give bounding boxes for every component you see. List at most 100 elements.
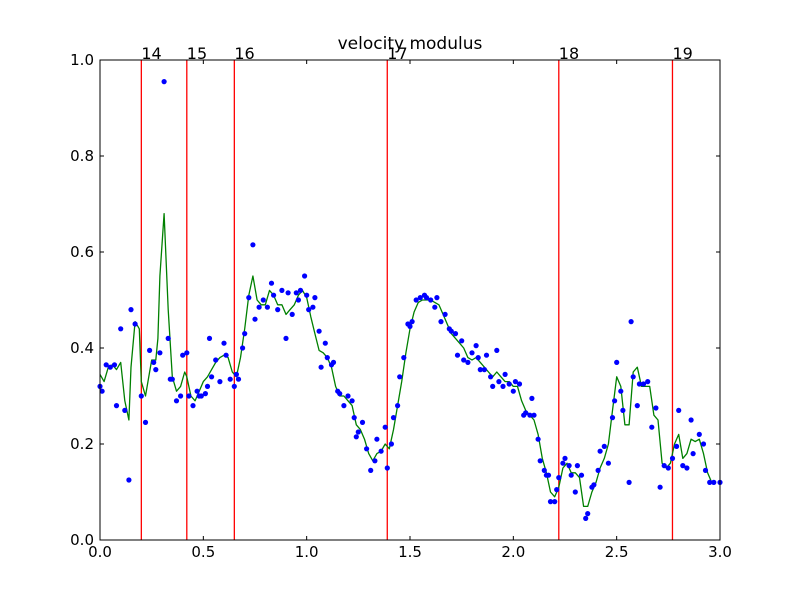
data-point: [397, 374, 403, 380]
data-point: [653, 405, 659, 411]
data-point: [612, 398, 618, 404]
smoothed-line: [99, 212, 716, 508]
marker-label-19: 19: [672, 44, 692, 63]
data-point: [477, 367, 483, 373]
data-point: [562, 455, 568, 461]
y-tick-label: 1.0: [70, 51, 94, 69]
plot-frame: [99, 59, 721, 541]
y-tick-label: 0.0: [70, 531, 94, 549]
data-point: [223, 352, 229, 358]
data-point: [184, 350, 190, 356]
data-point: [378, 448, 384, 454]
data-point: [113, 403, 120, 409]
data-point: [283, 335, 289, 341]
data-point: [151, 359, 157, 365]
data-point: [452, 331, 459, 337]
data-point: [432, 304, 438, 310]
data-point: [506, 381, 512, 387]
data-point: [510, 388, 516, 394]
data-point: [574, 463, 581, 469]
data-point: [345, 393, 351, 399]
data-point: [353, 434, 359, 440]
data-point: [461, 357, 467, 363]
data-point: [702, 467, 709, 473]
data-point: [293, 290, 299, 296]
data-point: [312, 295, 318, 301]
marker-label-16: 16: [234, 44, 254, 63]
data-point: [388, 441, 394, 447]
data-point: [337, 391, 343, 397]
data-point: [568, 472, 574, 478]
marker-label-18: 18: [559, 44, 579, 63]
data-point: [374, 436, 380, 442]
x-tick-label: 1.5: [398, 543, 422, 561]
data-point: [523, 410, 529, 416]
data-point: [390, 415, 397, 421]
data-point: [626, 479, 632, 485]
data-point: [384, 465, 390, 471]
data-point: [475, 355, 481, 361]
y-tick-label: 0.8: [70, 147, 94, 165]
data-point: [547, 499, 554, 505]
data-point: [147, 347, 153, 353]
data-point: [349, 398, 355, 404]
data-point: [250, 242, 256, 248]
data-point: [157, 350, 163, 356]
data-point: [500, 383, 506, 389]
data-point: [469, 350, 475, 356]
data-point: [649, 424, 655, 430]
data-point: [669, 455, 676, 461]
x-tick-label: 3.0: [708, 543, 732, 561]
data-point: [560, 460, 566, 466]
data-point: [268, 280, 275, 286]
data-point: [552, 499, 558, 505]
data-point: [711, 479, 717, 485]
data-point: [213, 357, 219, 363]
data-point: [578, 472, 585, 478]
data-point: [161, 79, 167, 85]
data-point: [186, 393, 192, 399]
data-point: [572, 489, 578, 495]
data-point: [231, 383, 237, 389]
data-point: [535, 436, 541, 442]
data-point: [271, 292, 277, 298]
data-point: [665, 465, 671, 471]
data-point: [529, 395, 535, 401]
data-point: [240, 345, 246, 351]
data-point: [591, 482, 597, 488]
data-point: [178, 393, 184, 399]
data-point: [516, 381, 523, 387]
data-point: [554, 487, 560, 493]
data-point: [407, 323, 413, 329]
data-point: [597, 448, 603, 454]
data-point: [297, 287, 304, 293]
data-point: [628, 319, 634, 325]
data-point: [122, 407, 128, 413]
data-point: [395, 403, 401, 409]
data-point: [428, 297, 434, 303]
data-point: [401, 355, 407, 361]
data-point: [132, 321, 138, 327]
data-point: [364, 446, 370, 452]
data-point: [165, 335, 171, 341]
data-point: [233, 371, 239, 377]
x-tick-label: 0.0: [88, 543, 112, 561]
data-point: [204, 383, 211, 389]
marker-label-15: 15: [187, 44, 207, 63]
data-point: [676, 407, 682, 413]
data-point: [355, 429, 361, 435]
data-point: [614, 359, 620, 365]
y-tick-label: 0.2: [70, 435, 94, 453]
data-point: [490, 383, 496, 389]
data-point: [696, 431, 702, 437]
vertical-markers: 14 15 16 17 18 19: [140, 44, 693, 540]
data-point: [618, 388, 624, 394]
chart-title: velocity modulus: [338, 34, 483, 54]
data-point: [605, 460, 612, 466]
data-point: [448, 328, 454, 334]
data-point: [169, 376, 175, 382]
data-point: [359, 419, 366, 425]
data-point: [209, 374, 215, 380]
data-point: [324, 355, 330, 361]
data-point: [512, 379, 519, 385]
